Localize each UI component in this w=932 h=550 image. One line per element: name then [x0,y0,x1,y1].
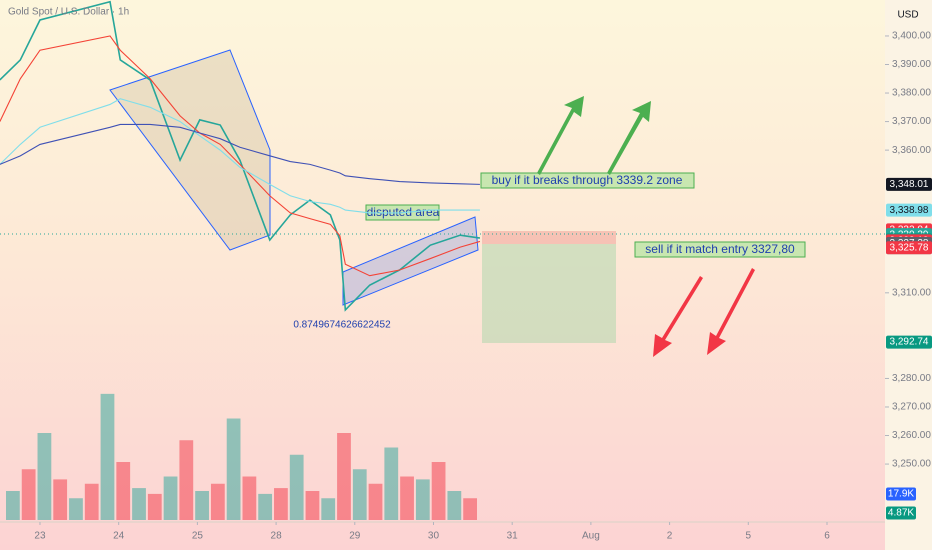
price-label-bg [886,177,932,191]
sell-box [634,241,806,258]
price-line [0,0,481,312]
volume-label: 4.87K [888,508,914,519]
y-tick-label: 3,360.00 [892,145,931,156]
y-tick-label: 3,260.00 [892,430,931,441]
volume-bar [274,488,288,520]
volume-bar [116,462,131,520]
volume-bar [147,493,162,520]
volume-bar [447,491,462,520]
price-axis-bg [885,0,932,550]
volume-bar [210,483,225,520]
x-tick-label: 6 [824,531,830,542]
volume-label-bg [886,506,916,520]
volume-bar [289,454,304,520]
volume-bar [400,476,414,520]
volume-bar [242,476,257,520]
price-line [0,98,480,214]
volume-bar [195,491,209,520]
volume-bar [337,433,351,520]
x-tick-label: 23 [34,531,46,542]
currency-label: USD [897,10,918,21]
volume-bar [69,498,83,520]
x-tick-label: 25 [192,531,204,542]
y-tick-label: 3,380.00 [892,88,931,99]
stop-zone [482,231,616,244]
volume-label: 17.9K [888,489,914,500]
y-tick-label: 3,250.00 [892,459,931,470]
volume-bar [226,418,241,520]
price-label-bg [886,241,932,255]
down-arrow [707,268,755,355]
volume-bar [6,491,20,520]
price-label: 3,292.74 [890,337,929,348]
price-label: 3,338.98 [890,205,929,216]
target-zone [482,244,616,343]
price-line [0,123,480,185]
volume-bar [321,498,336,520]
price-label-bg [886,335,932,349]
y-tick-label: 3,280.00 [892,373,931,384]
y-tick-label: 3,370.00 [892,116,931,127]
fib-note: 0.8749674626622452 [293,320,391,331]
volume-bar [368,483,383,520]
price-label-bg [886,203,932,217]
volume-bar [431,462,446,520]
volume-bar [100,393,115,520]
x-tick-label: 2 [667,531,673,542]
volume-bar [463,498,477,520]
volume-bar [53,479,68,520]
volume-bar [37,433,52,520]
volume-label-bg [886,487,916,501]
y-tick-label: 3,390.00 [892,59,931,70]
x-tick-label: 24 [113,531,125,542]
x-tick-label: 31 [507,531,519,542]
volume-bar [21,469,36,520]
sell-note: sell if it match entry 3327,80 [645,242,795,256]
x-tick-label: 29 [349,531,361,542]
falling-channel [109,49,271,251]
down-arrow [653,276,703,357]
price-label: 3,325.78 [890,242,929,253]
y-tick-label: 3,400.00 [892,31,931,42]
volume-bar [179,440,194,520]
volume-bar [415,479,430,520]
buy-box [480,172,695,189]
volume-bar [305,491,320,520]
up-arrow [607,101,651,175]
price-line [0,35,481,277]
x-tick-label: 5 [746,531,752,542]
volume-bar [163,476,178,520]
volume-bar [352,469,367,520]
drawings: buy if it breaks through 3339.2 zone dis… [0,0,885,520]
volume-bar [258,493,273,520]
y-tick-label: 3,310.00 [892,287,931,298]
volume-bar [384,447,399,520]
symbol-title: Gold Spot / U.S. Dollar · 1h [8,7,129,18]
buy-note: buy if it breaks through 3339.2 zone [492,173,683,187]
price-label: 3,348.01 [890,179,929,190]
up-arrow [537,96,584,175]
x-tick-label: 28 [271,531,283,542]
y-tick-label: 3,270.00 [892,402,931,413]
x-tick-label: 30 [428,531,440,542]
volume-bar [132,488,146,520]
x-tick-label: Aug [582,531,600,542]
volume-bar [84,483,99,520]
